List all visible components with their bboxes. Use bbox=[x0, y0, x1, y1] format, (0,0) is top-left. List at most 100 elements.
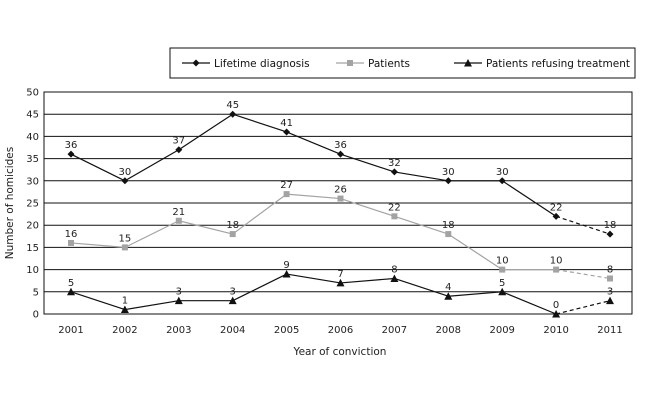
x-tick-label: 2009 bbox=[489, 325, 514, 336]
data-point-square bbox=[391, 213, 398, 220]
legend-label-patients-refusing-treatment: Patients refusing treatment bbox=[486, 58, 630, 70]
x-tick-label: 2005 bbox=[274, 325, 299, 336]
data-point-square bbox=[607, 275, 613, 282]
legend-marker-diamond bbox=[192, 59, 200, 67]
data-label: 21 bbox=[172, 207, 185, 218]
series-segment bbox=[394, 171, 449, 182]
data-point-square bbox=[499, 266, 506, 273]
series-segment bbox=[286, 131, 341, 155]
y-tick-label: 10 bbox=[26, 265, 39, 276]
data-point-diamond bbox=[67, 150, 75, 158]
data-label: 5 bbox=[499, 278, 505, 289]
series-segment bbox=[555, 300, 611, 315]
series-segment bbox=[70, 291, 126, 311]
plot-area-border bbox=[43, 91, 633, 315]
y-tick-label: 15 bbox=[26, 243, 39, 254]
data-point-square bbox=[175, 217, 182, 224]
y-tick-label: 20 bbox=[26, 221, 39, 232]
series-segment bbox=[70, 242, 125, 248]
data-label: 37 bbox=[172, 136, 185, 147]
y-tick-label: 5 bbox=[33, 287, 39, 298]
data-point-square bbox=[283, 191, 290, 198]
data-label: 4 bbox=[445, 282, 451, 293]
x-tick-label: 2006 bbox=[328, 325, 353, 336]
data-point-diamond bbox=[229, 110, 237, 118]
data-label: 16 bbox=[65, 229, 78, 240]
data-label: 3 bbox=[230, 287, 236, 298]
legend-item-lifetime-diagnosis: Lifetime diagnosis bbox=[182, 58, 310, 70]
series-segment bbox=[124, 300, 179, 311]
data-label: 18 bbox=[442, 220, 455, 231]
series-segment bbox=[340, 153, 395, 173]
data-point-triangle bbox=[606, 296, 614, 305]
data-label: 7 bbox=[337, 269, 343, 280]
x-axis-title: Year of conviction bbox=[293, 346, 387, 358]
data-label: 1 bbox=[122, 296, 128, 307]
data-label: 15 bbox=[119, 233, 132, 244]
y-tick-label: 0 bbox=[33, 310, 39, 321]
legend-item-patients-refusing-treatment: Patients refusing treatment bbox=[454, 58, 630, 70]
series-segment bbox=[124, 149, 180, 182]
data-point-square bbox=[229, 231, 236, 238]
y-tick-label: 25 bbox=[26, 199, 39, 210]
series-segment bbox=[232, 193, 287, 235]
data-point-square bbox=[553, 266, 560, 273]
data-point-triangle bbox=[174, 296, 183, 305]
data-label: 30 bbox=[496, 167, 509, 178]
y-tick-label: 50 bbox=[26, 88, 39, 99]
data-point-triangle bbox=[336, 278, 345, 287]
y-tick-label: 40 bbox=[26, 132, 39, 143]
data-point-diamond bbox=[606, 230, 614, 238]
data-label: 8 bbox=[391, 264, 397, 275]
y-tick-labels: 0 5 10 15 20 25 30 35 40 45 50 bbox=[26, 88, 39, 321]
series-segment bbox=[178, 113, 234, 151]
data-point-triangle bbox=[228, 296, 237, 305]
x-tick-label: 2004 bbox=[220, 325, 245, 336]
series-segment bbox=[501, 291, 557, 315]
x-tick-label: 2003 bbox=[166, 325, 191, 336]
series-1: 36 30 37 45 41 36 32 30 30 22 18 bbox=[65, 100, 616, 238]
series-segment bbox=[124, 220, 180, 248]
series-segment bbox=[394, 277, 449, 297]
data-label: 10 bbox=[550, 256, 563, 267]
series-segment bbox=[340, 277, 395, 284]
data-point-square bbox=[445, 231, 452, 238]
data-point-triangle bbox=[498, 287, 507, 296]
series-segment bbox=[501, 180, 557, 217]
legend-box bbox=[169, 47, 636, 79]
x-tick-labels: 2001 2002 2003 2004 2005 2006 2007 2008 2009 2010… bbox=[58, 325, 622, 336]
series-segment bbox=[70, 153, 126, 182]
data-label: 36 bbox=[65, 140, 78, 151]
data-point-diamond bbox=[337, 150, 344, 158]
data-label: 0 bbox=[553, 300, 559, 311]
data-label: 18 bbox=[226, 220, 239, 231]
x-tick-label: 2002 bbox=[112, 325, 137, 336]
x-tick-label: 2007 bbox=[382, 325, 407, 336]
x-tick-label: 2011 bbox=[597, 325, 622, 336]
data-label: 27 bbox=[280, 180, 293, 191]
data-point-diamond bbox=[552, 212, 560, 220]
data-label: 10 bbox=[496, 256, 509, 267]
series-2: 16 15 21 18 27 26 22 18 10 10 8 bbox=[65, 180, 613, 282]
data-point-triangle bbox=[120, 305, 129, 314]
y-tick-label: 30 bbox=[26, 176, 39, 187]
y-tick-label: 45 bbox=[26, 110, 39, 121]
data-label: 9 bbox=[283, 260, 289, 271]
data-label: 45 bbox=[226, 100, 239, 111]
data-label: 3 bbox=[176, 287, 182, 298]
data-label: 5 bbox=[68, 278, 74, 289]
series-segment bbox=[556, 269, 611, 280]
y-tick-label: 35 bbox=[26, 154, 39, 165]
data-label: 32 bbox=[388, 158, 401, 169]
data-point-diamond bbox=[498, 177, 506, 185]
data-label: 30 bbox=[119, 167, 132, 178]
legend-marker-triangle bbox=[464, 59, 472, 67]
data-point-diamond bbox=[283, 128, 291, 136]
x-tick-label: 2001 bbox=[58, 325, 83, 336]
data-point-square bbox=[121, 244, 128, 251]
series-segment bbox=[447, 233, 503, 271]
data-point-diamond bbox=[444, 177, 452, 185]
x-tick-label: 2010 bbox=[543, 325, 568, 336]
